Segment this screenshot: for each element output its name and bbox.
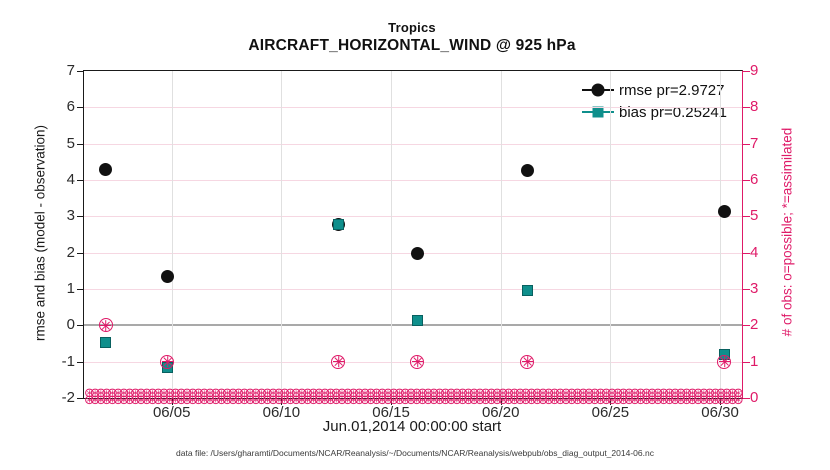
horizontal-gridline	[84, 216, 742, 218]
plot-area: rmse pr=2.9727 bias pr=0.25241 7 9 6 8 5 7 4 6 3…	[62, 62, 759, 421]
right-axis-tick	[743, 71, 750, 72]
bottom-axis-tick	[391, 398, 393, 405]
bias-square-icon	[592, 106, 604, 118]
right-axis-tick-label: 3	[750, 280, 759, 297]
chart-subtitle: AIRCRAFT_HORIZONTAL_WIND @ 925 hPa	[248, 37, 576, 54]
obs-count-marker	[520, 354, 535, 369]
right-axis-tick-label: 8	[750, 98, 759, 116]
bottom-axis-tick	[610, 398, 612, 405]
right-axis-tick	[743, 107, 750, 109]
vertical-gridline	[500, 71, 502, 398]
obs-count-marker	[160, 354, 175, 369]
chart-title: Tropics	[388, 20, 436, 35]
left-axis-tick	[77, 398, 84, 399]
rmse-circle-icon	[591, 83, 605, 97]
bottom-axis-tick	[500, 398, 502, 405]
right-axis-tick	[743, 180, 750, 181]
legend-item-bias: bias pr=0.25241	[582, 101, 727, 123]
chart-title-block: Tropics AIRCRAFT_HORIZONTAL_WIND @ 925 h…	[83, 20, 741, 55]
x-axis-tick-label: 06/10	[262, 404, 301, 421]
obs-count-marker	[331, 354, 346, 369]
obs-zero-marker-band: ⊛⊛⊛⊛⊛⊛⊛⊛⊛⊛⊛⊛⊛⊛⊛⊛⊛⊛⊛⊛⊛⊛⊛⊛⊛⊛⊛⊛⊛⊛⊛⊛⊛⊛⊛⊛⊛⊛⊛⊛…	[84, 387, 743, 400]
rmse-point	[160, 269, 174, 283]
right-axis-tick-label: 4	[750, 243, 759, 261]
right-axis-tick-label: 0	[750, 389, 759, 406]
left-axis-tick-label: 7	[66, 62, 75, 79]
obs-count-marker	[717, 354, 732, 369]
legend-item-rmse: rmse pr=2.9727	[582, 79, 727, 101]
x-axis-tick-label: 06/05	[152, 404, 191, 421]
obs-zero-marker-band: ⊛⊛⊛⊛⊛⊛⊛⊛⊛⊛⊛⊛⊛⊛⊛⊛⊛⊛⊛⊛⊛⊛⊛⊛⊛⊛⊛⊛⊛⊛⊛⊛⊛⊛⊛⊛⊛⊛⊛⊛…	[84, 393, 743, 407]
left-axis-tick	[77, 325, 84, 327]
x-axis-tick-label: 06/20	[481, 404, 520, 421]
vertical-gridline	[171, 71, 173, 398]
vertical-gridline	[281, 71, 283, 398]
right-axis-tick-label: 7	[750, 134, 759, 152]
vertical-gridline	[391, 71, 393, 398]
rmse-point	[99, 163, 113, 177]
right-axis-tick-label: 1	[750, 352, 759, 370]
bias-point	[521, 285, 533, 297]
bias-legend-line	[582, 106, 614, 118]
rmse-point	[410, 247, 424, 261]
obs-count-marker	[98, 318, 113, 333]
horizontal-gridline	[84, 143, 742, 145]
right-axis-tick	[743, 289, 750, 290]
bias-point	[100, 336, 112, 348]
right-axis-tick	[743, 216, 750, 218]
obs-count-marker	[410, 354, 425, 369]
left-axis-tick	[77, 107, 84, 109]
horizontal-gridline	[84, 180, 742, 181]
right-axis-tick	[743, 398, 750, 399]
right-axis-tick	[743, 325, 750, 327]
bias-point	[332, 219, 344, 231]
left-axis-tick	[77, 252, 84, 254]
vertical-gridline	[720, 71, 722, 398]
horizontal-gridline	[84, 289, 742, 290]
left-axis-tick-label: 3	[66, 207, 75, 225]
bottom-axis-tick	[720, 398, 722, 405]
left-axis-tick-label: 6	[66, 98, 75, 116]
right-axis-tick	[743, 361, 750, 363]
left-axis-tick-label: 4	[66, 171, 75, 188]
left-axis-tick	[77, 180, 84, 181]
legend: rmse pr=2.9727 bias pr=0.25241	[582, 79, 727, 123]
left-axis-tick-label: 0	[66, 316, 75, 334]
footer-datafile-note: data file: /Users/gharamti/Documents/NCA…	[176, 448, 654, 458]
rmse-point	[520, 163, 534, 177]
left-axis-tick	[77, 361, 84, 363]
right-axis-tick	[743, 143, 750, 145]
left-axis-tick	[77, 216, 84, 218]
bottom-axis-tick	[281, 398, 283, 405]
left-axis-tick-label: 2	[66, 243, 75, 261]
bottom-axis-tick	[171, 398, 173, 405]
vertical-gridline	[610, 71, 612, 398]
left-axis-tick-label: 5	[66, 134, 75, 152]
left-axis-tick-label: -1	[61, 352, 75, 370]
bias-legend-label: bias pr=0.25241	[619, 103, 728, 121]
x-axis-tick-label: 06/25	[591, 404, 630, 421]
right-axis-tick-label: 6	[750, 171, 759, 188]
x-axis-tick-label: 06/15	[372, 404, 410, 421]
bias-point	[411, 315, 423, 327]
right-axis-tick-label: 9	[750, 62, 759, 79]
horizontal-gridline	[84, 107, 742, 109]
y-axis-label-right: # of obs: o=possible; *=assimilated	[779, 127, 795, 337]
rmse-legend-label: rmse pr=2.9727	[619, 81, 725, 99]
y-axis-label-left: rmse and bias (model - observation)	[32, 124, 48, 342]
x-axis-tick-label: 06/30	[701, 404, 739, 421]
right-axis-tick-label: 5	[750, 207, 759, 225]
left-axis-tick-label: 1	[66, 280, 75, 297]
right-axis-tick	[743, 252, 750, 254]
x-axis-label: Jun.01,2014 00:00:00 start	[322, 418, 502, 435]
rmse-legend-line	[582, 83, 614, 97]
right-axis-tick-label: 2	[750, 316, 759, 334]
left-axis-tick-label: -2	[61, 389, 75, 406]
left-axis-tick	[77, 143, 84, 145]
rmse-point	[717, 205, 731, 219]
left-axis-tick	[77, 71, 84, 72]
left-axis-tick	[77, 289, 84, 290]
